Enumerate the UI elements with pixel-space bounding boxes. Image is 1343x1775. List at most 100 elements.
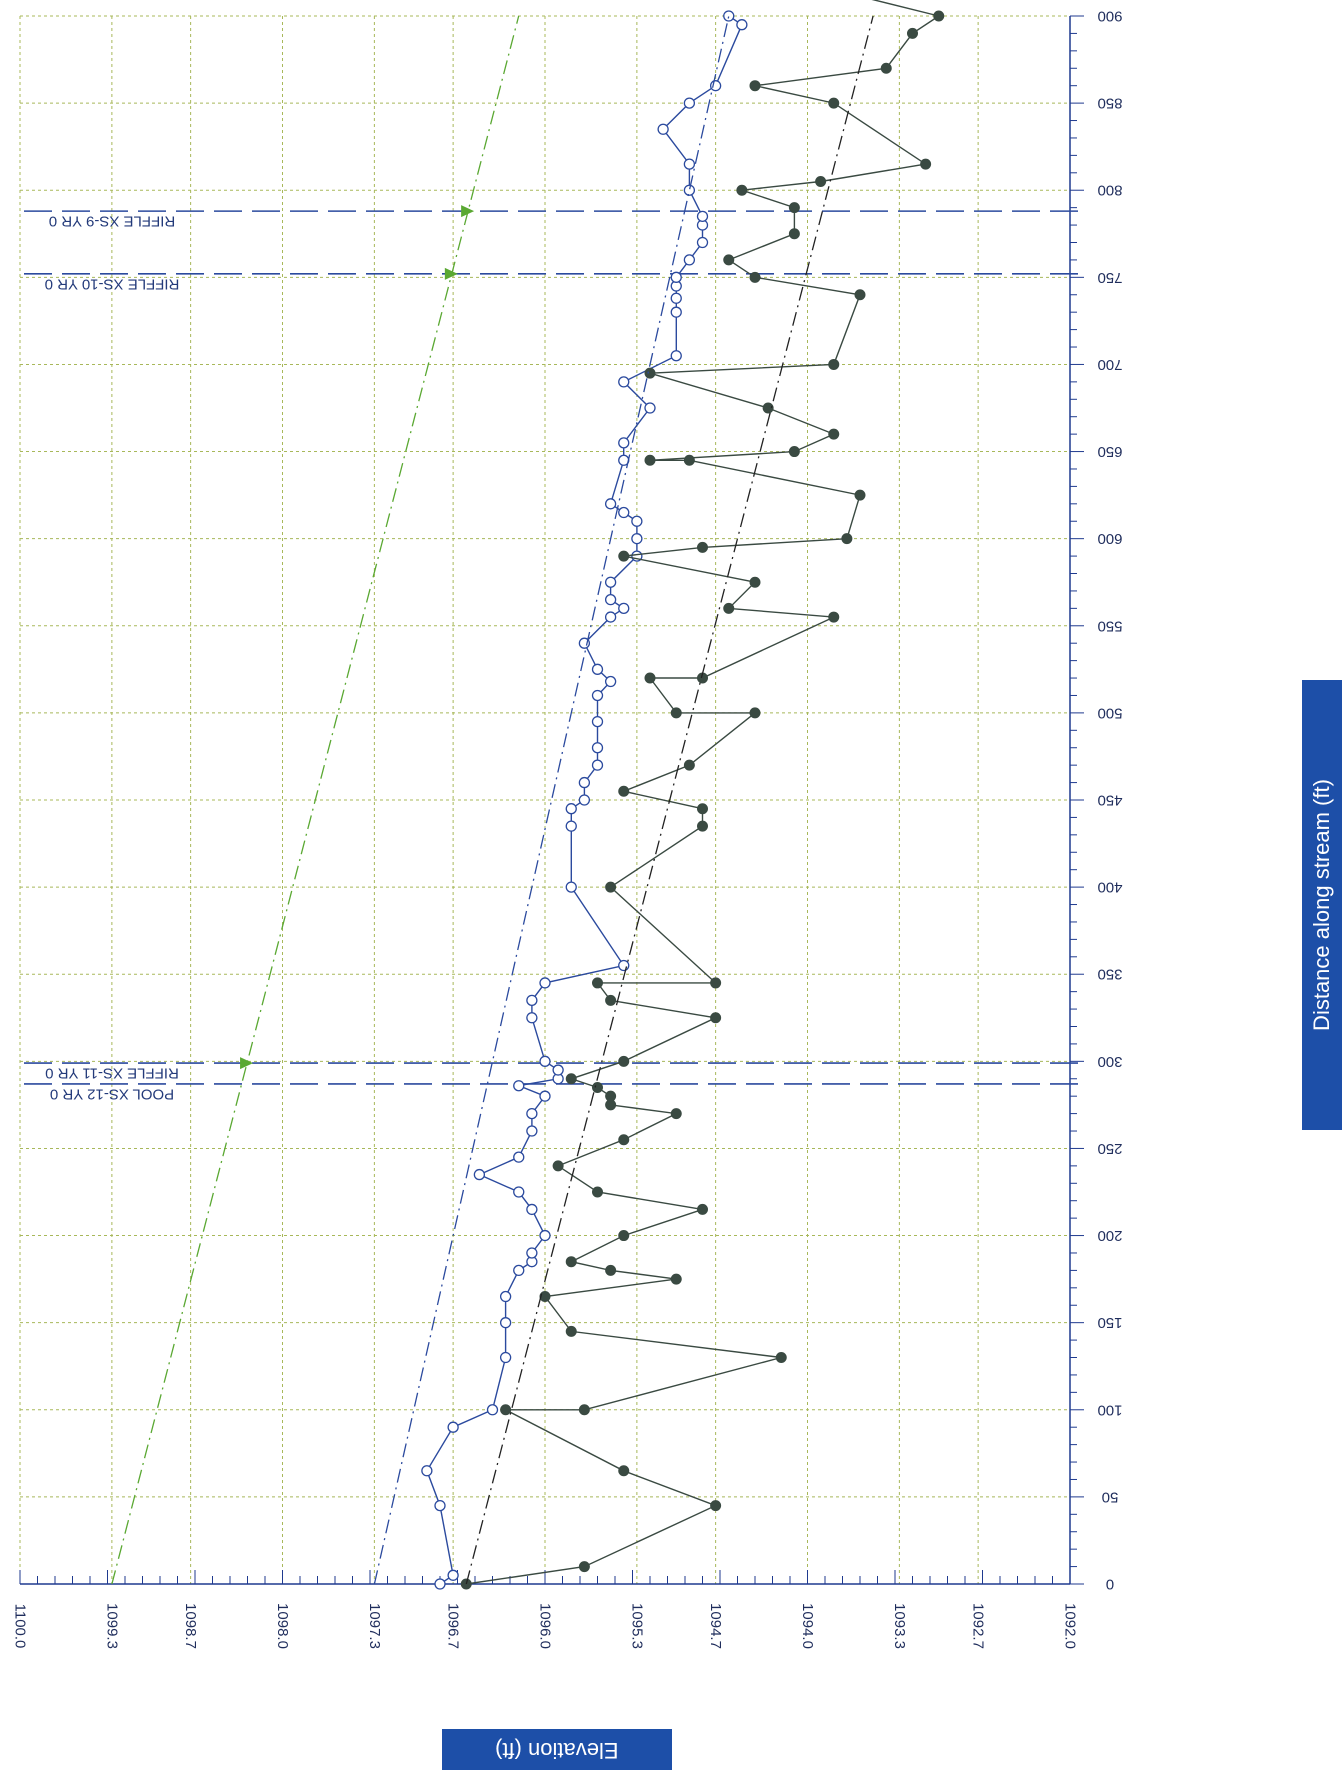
filled-circle-point xyxy=(618,550,630,562)
filled-circle-point xyxy=(578,1561,590,1573)
open-circle-point xyxy=(578,794,591,806)
filled-circle-point xyxy=(775,1352,787,1364)
open-circle-point xyxy=(526,1247,538,1259)
filled-circle-point xyxy=(828,97,840,109)
filled-circle-point xyxy=(815,176,827,188)
x-axis-title-text: Distance along stream (ft) xyxy=(1309,779,1334,1031)
open-circle-point xyxy=(696,210,709,223)
open-circle-point xyxy=(578,776,591,789)
filled-circle-point xyxy=(592,1186,603,1198)
filled-circle-point xyxy=(749,576,761,588)
open-circle-point xyxy=(604,498,617,510)
distance-tick-label: 750 xyxy=(1097,269,1122,286)
filled-circle-point xyxy=(644,454,656,466)
elevation-tick-label: 1097.3 xyxy=(366,1603,383,1649)
grid-lines xyxy=(19,15,1071,1585)
filled-circle-point xyxy=(500,1404,512,1416)
open-circle-point xyxy=(526,1125,538,1137)
open-circle-point xyxy=(683,97,696,109)
distance-tick-label: 550 xyxy=(1097,617,1122,634)
elevation-tick-label: 1098.7 xyxy=(182,1603,199,1649)
filled-circle-point xyxy=(683,759,695,771)
filled-circle-point xyxy=(592,977,603,989)
filled-circle-point xyxy=(854,289,866,301)
open-circle-point xyxy=(447,1421,459,1433)
filled-circle-point xyxy=(749,271,761,283)
open-circle-point xyxy=(434,1499,446,1512)
filled-circle-point xyxy=(683,454,695,466)
open-circle-point xyxy=(447,1569,459,1581)
open-circle-point xyxy=(552,1064,564,1076)
distance-tick-label: 400 xyxy=(1097,879,1122,896)
filled-circle-point xyxy=(565,1073,577,1085)
open-circle-point xyxy=(604,593,617,606)
open-circle-point xyxy=(513,1264,525,1277)
y-axis-title-text: Elevation (ft) xyxy=(495,1737,619,1763)
elevation-tick-label: 1098.0 xyxy=(274,1603,291,1649)
open-circle-point xyxy=(683,158,696,170)
open-circle-point xyxy=(539,1090,551,1102)
open-circle-point xyxy=(565,803,577,815)
cross-section-label: POOL XS-12 YR 0 xyxy=(50,1085,174,1102)
filled-circle-point xyxy=(605,1090,617,1102)
open-circle-point xyxy=(434,1578,446,1590)
series-line-2 xyxy=(465,15,874,1585)
filled-circle-point xyxy=(618,1465,630,1477)
elevation-tick-label: 1099.3 xyxy=(103,1603,120,1649)
open-circle-point xyxy=(670,271,682,283)
distance-tick-label: 700 xyxy=(1097,356,1122,373)
open-circle-point xyxy=(591,759,604,771)
filled-circle-point xyxy=(460,1578,472,1590)
filled-circle-point xyxy=(592,1081,603,1093)
open-circle-point xyxy=(539,977,551,989)
distance-tick-label: 100 xyxy=(1097,1401,1122,1418)
triangle-marker xyxy=(461,205,475,218)
elevation-tick-label: 1096.0 xyxy=(537,1603,554,1649)
filled-circle-point xyxy=(749,80,761,92)
open-circle-point xyxy=(604,675,617,688)
filled-circle-point xyxy=(670,707,682,719)
open-circle-point xyxy=(526,994,538,1007)
filled-circle-point xyxy=(736,184,748,196)
filled-circle-point xyxy=(565,1325,577,1337)
elevation-tick-label: 1093.3 xyxy=(891,1603,908,1649)
filled-circle-point xyxy=(697,820,708,832)
open-circle-point xyxy=(723,10,735,22)
filled-circle-point xyxy=(723,602,735,614)
filled-circle-point xyxy=(828,428,840,440)
filled-circle-point xyxy=(697,1203,708,1215)
filled-circle-point xyxy=(697,803,708,815)
filled-circle-point xyxy=(828,358,840,370)
distance-tick-label: 150 xyxy=(1097,1314,1122,1331)
open-circle-point xyxy=(591,742,604,754)
data-series xyxy=(111,0,945,1590)
open-circle-point xyxy=(513,1080,525,1092)
x-axis-title: Distance along stream (ft) xyxy=(1302,680,1342,1130)
filled-circle-point xyxy=(618,785,630,797)
distance-tick-label: 450 xyxy=(1097,792,1122,809)
y-axis-title: Elevation (ft) xyxy=(442,1729,672,1770)
filled-circle-point xyxy=(670,1108,682,1120)
filled-circle-point xyxy=(552,1160,564,1172)
elevation-tick-label: 1094.0 xyxy=(799,1603,816,1649)
distance-tick-label: 900 xyxy=(1097,8,1122,25)
open-circle-point xyxy=(499,1317,512,1329)
series-line-4 xyxy=(111,15,520,1585)
filled-circle-point xyxy=(920,158,932,170)
filled-circle-point xyxy=(880,62,892,74)
open-circle-point xyxy=(631,533,643,545)
open-circle-point xyxy=(591,715,604,728)
open-circle-point xyxy=(604,576,617,588)
filled-circle-point xyxy=(605,881,617,893)
distance-tick-label: 0 xyxy=(1106,1576,1114,1593)
filled-circle-point xyxy=(565,1256,577,1268)
triangle-marker xyxy=(240,1057,254,1070)
distance-tick-label: 500 xyxy=(1097,704,1122,721)
open-circle-point xyxy=(421,1465,433,1477)
filled-circle-point xyxy=(828,611,840,623)
filled-circle-point xyxy=(670,1273,682,1285)
filled-circle-point xyxy=(933,10,945,22)
open-circle-point xyxy=(670,350,682,362)
filled-circle-point xyxy=(788,446,800,458)
